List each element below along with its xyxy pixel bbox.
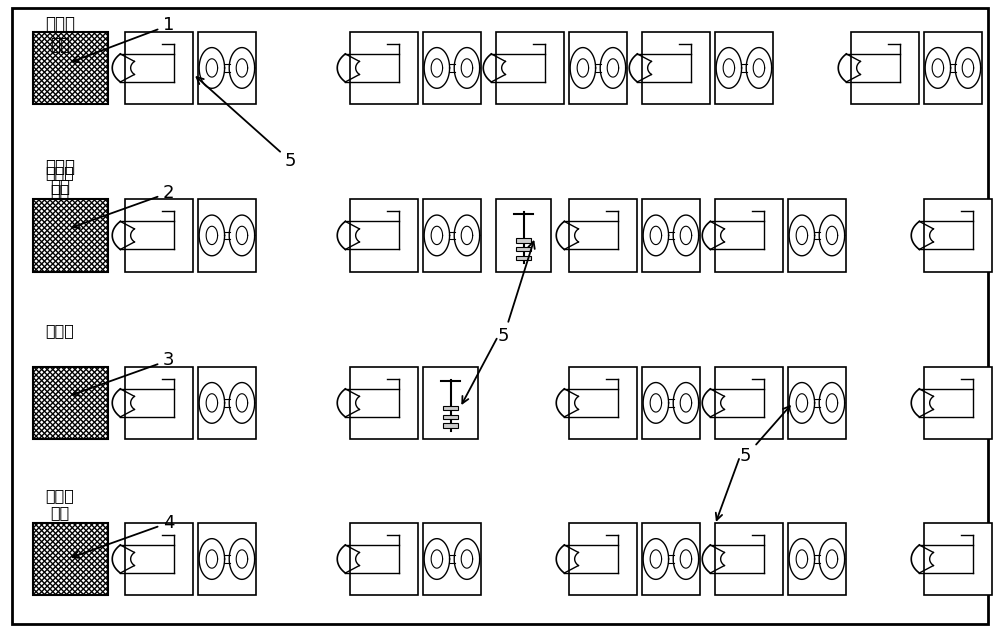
Bar — [423, 523, 481, 595]
Text: 5: 5 — [740, 406, 790, 465]
Bar — [642, 32, 710, 104]
Text: 频综源: 频综源 — [46, 324, 74, 339]
Bar — [443, 423, 458, 428]
Text: 2: 2 — [73, 184, 175, 228]
Bar — [33, 523, 108, 595]
Text: 波形和
采集: 波形和 采集 — [45, 15, 75, 54]
Bar — [125, 32, 193, 104]
Bar — [715, 523, 783, 595]
Bar — [198, 32, 256, 104]
Bar — [198, 199, 256, 272]
Bar — [715, 367, 783, 439]
Bar — [33, 523, 108, 595]
Bar — [33, 199, 108, 272]
Text: 4: 4 — [73, 514, 175, 558]
Bar — [924, 32, 982, 104]
Text: 宽窄带
接收: 宽窄带 接收 — [45, 157, 75, 197]
Text: 上变频
激励: 上变频 激励 — [46, 166, 74, 198]
Bar — [715, 32, 773, 104]
Bar — [516, 247, 531, 252]
Bar — [350, 523, 418, 595]
Bar — [33, 367, 108, 439]
Bar — [851, 32, 919, 104]
Bar — [198, 367, 256, 439]
Bar — [125, 523, 193, 595]
Bar — [350, 367, 418, 439]
Bar — [516, 238, 531, 243]
Bar — [350, 199, 418, 272]
Text: 1: 1 — [72, 16, 174, 63]
Bar — [516, 256, 531, 260]
Bar — [924, 367, 992, 439]
Bar — [33, 32, 108, 104]
Bar — [443, 406, 458, 410]
Bar — [569, 199, 637, 272]
Bar — [715, 199, 783, 272]
Bar — [569, 367, 637, 439]
Bar — [642, 523, 700, 595]
Bar — [496, 32, 564, 104]
Text: 5: 5 — [498, 241, 535, 345]
Bar — [788, 367, 846, 439]
Bar — [788, 523, 846, 595]
Bar — [788, 199, 846, 272]
Bar — [350, 32, 418, 104]
Bar — [125, 367, 193, 439]
Bar — [33, 32, 108, 104]
Text: 波形和
采集: 波形和 采集 — [46, 488, 74, 520]
Bar — [33, 32, 108, 104]
Bar — [423, 367, 478, 439]
Bar — [198, 523, 256, 595]
Bar — [33, 367, 108, 439]
Bar — [33, 199, 108, 272]
Bar — [423, 199, 481, 272]
Bar — [423, 32, 481, 104]
Text: 5: 5 — [197, 77, 296, 170]
Text: 3: 3 — [73, 351, 175, 396]
Bar — [33, 523, 108, 595]
Bar — [496, 199, 551, 272]
Bar — [33, 199, 108, 272]
Bar — [33, 367, 108, 439]
Bar — [443, 415, 458, 419]
Bar — [125, 199, 193, 272]
Bar — [569, 32, 627, 104]
Bar — [642, 199, 700, 272]
Bar — [924, 199, 992, 272]
Bar — [924, 523, 992, 595]
Bar — [569, 523, 637, 595]
Bar — [642, 367, 700, 439]
